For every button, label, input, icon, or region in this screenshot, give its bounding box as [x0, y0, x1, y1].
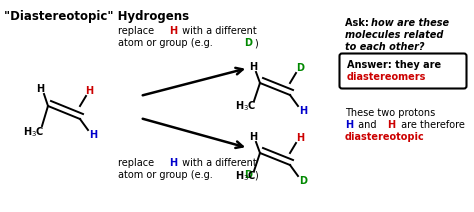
Text: D: D	[296, 63, 304, 73]
Text: H$_3$C: H$_3$C	[235, 169, 257, 183]
Text: These two protons: These two protons	[345, 108, 435, 118]
Text: with a different: with a different	[179, 158, 257, 168]
Text: H: H	[249, 132, 257, 142]
Text: to each other?: to each other?	[345, 42, 425, 52]
Text: Answer: they are: Answer: they are	[347, 60, 441, 70]
Text: and: and	[356, 120, 380, 130]
Text: replace: replace	[118, 26, 157, 36]
Text: D: D	[299, 176, 307, 186]
Text: atom or group (e.g.: atom or group (e.g.	[118, 38, 216, 48]
Text: H: H	[387, 120, 395, 130]
Text: H: H	[296, 133, 304, 143]
Text: H: H	[89, 130, 97, 140]
Text: diastereomers: diastereomers	[347, 72, 427, 82]
Text: with a different: with a different	[179, 26, 257, 36]
Text: H: H	[345, 120, 353, 130]
Text: H: H	[169, 158, 177, 168]
Text: ): )	[255, 38, 258, 48]
FancyBboxPatch shape	[339, 53, 466, 88]
Text: H$_3$C: H$_3$C	[235, 99, 257, 113]
Text: are therefore: are therefore	[398, 120, 465, 130]
Text: "Diastereotopic" Hydrogens: "Diastereotopic" Hydrogens	[4, 10, 189, 23]
Text: diastereotopic: diastereotopic	[345, 132, 425, 142]
Text: atom or group (e.g.: atom or group (e.g.	[118, 170, 216, 180]
Text: replace: replace	[118, 158, 157, 168]
Text: H: H	[36, 84, 44, 94]
Text: H: H	[299, 106, 307, 116]
Text: H$_3$C: H$_3$C	[23, 125, 45, 139]
Text: H: H	[85, 86, 93, 96]
Text: D: D	[244, 170, 252, 180]
Text: H: H	[169, 26, 177, 36]
Text: D: D	[244, 38, 252, 48]
Text: H: H	[249, 62, 257, 72]
Text: ): )	[255, 170, 258, 180]
Text: molecules related: molecules related	[345, 30, 443, 40]
Text: Ask:: Ask:	[345, 18, 372, 28]
Text: how are these: how are these	[371, 18, 449, 28]
